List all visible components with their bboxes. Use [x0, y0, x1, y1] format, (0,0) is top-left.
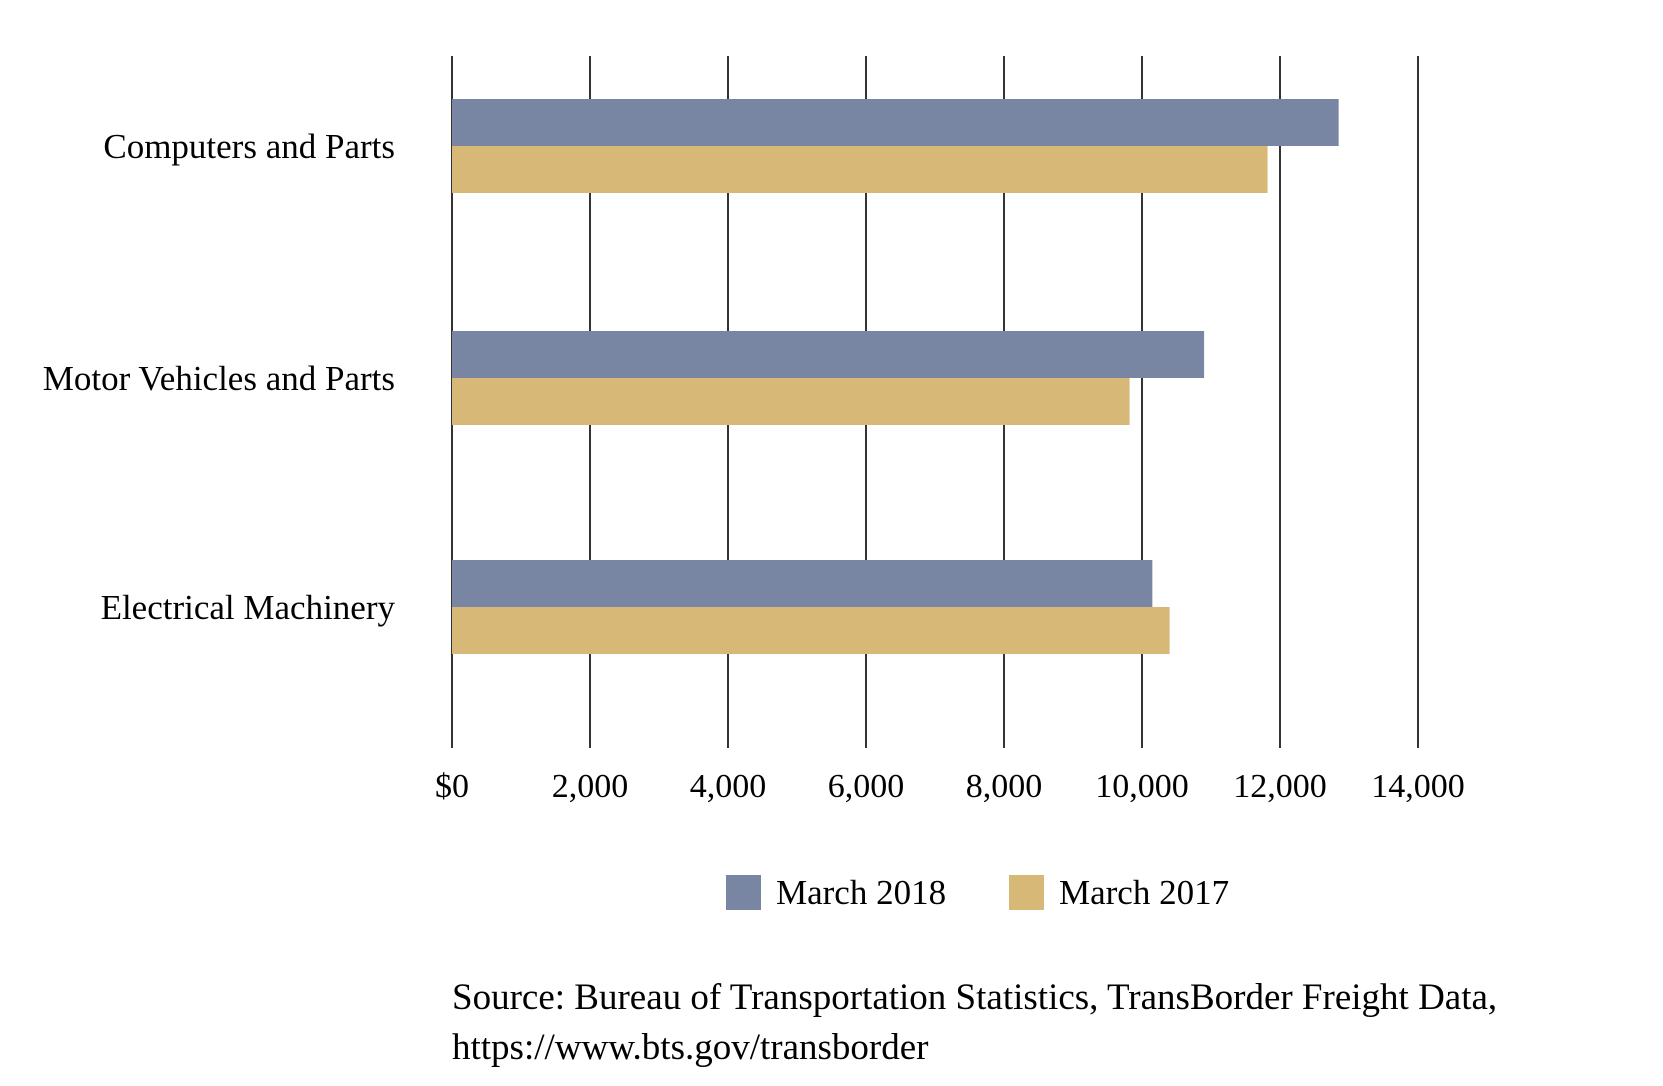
- bar-march-2017-motor-vehicles-and-parts: [452, 378, 1130, 425]
- category-label: Electrical Machinery: [101, 588, 396, 627]
- x-tick-label: 4,000: [690, 768, 767, 805]
- category-label: Motor Vehicles and Parts: [43, 359, 395, 398]
- source-line-2: https://www.bts.gov/transborder: [452, 1027, 929, 1068]
- legend: March 2018 March 2017: [726, 873, 1229, 912]
- x-tick-label: 8,000: [966, 768, 1043, 805]
- category-labels: Computers and Parts Motor Vehicles and Pa…: [43, 127, 396, 627]
- bar-march-2018-motor-vehicles-and-parts: [452, 331, 1205, 378]
- legend-swatch: [1009, 875, 1044, 910]
- x-tick-label: 2,000: [552, 768, 629, 805]
- x-tick-label: 10,000: [1095, 768, 1189, 805]
- x-tick-label: 12,000: [1233, 768, 1327, 805]
- source-line-1: Source: Bureau of Transportation Statist…: [452, 977, 1498, 1018]
- bars: [452, 99, 1339, 654]
- x-tick-label: 6,000: [828, 768, 905, 805]
- legend-label: March 2018: [776, 873, 946, 912]
- bar-march-2018-computers-and-parts: [452, 99, 1339, 146]
- x-tick-label: 14,000: [1371, 768, 1465, 805]
- bar-march-2017-electrical-machinery: [452, 607, 1170, 654]
- bar-march-2018-electrical-machinery: [452, 560, 1153, 607]
- legend-label: March 2017: [1059, 873, 1229, 912]
- x-tick-labels: $0 2,000 4,000 6,000 8,000 10,000 12,000 14,000: [435, 768, 1465, 805]
- source-note: Source: Bureau of Transportation Statist…: [452, 973, 1497, 1073]
- legend-swatch: [726, 875, 761, 910]
- x-tick-label: $0: [435, 768, 469, 805]
- category-label: Computers and Parts: [103, 127, 395, 166]
- bar-march-2017-computers-and-parts: [452, 146, 1268, 193]
